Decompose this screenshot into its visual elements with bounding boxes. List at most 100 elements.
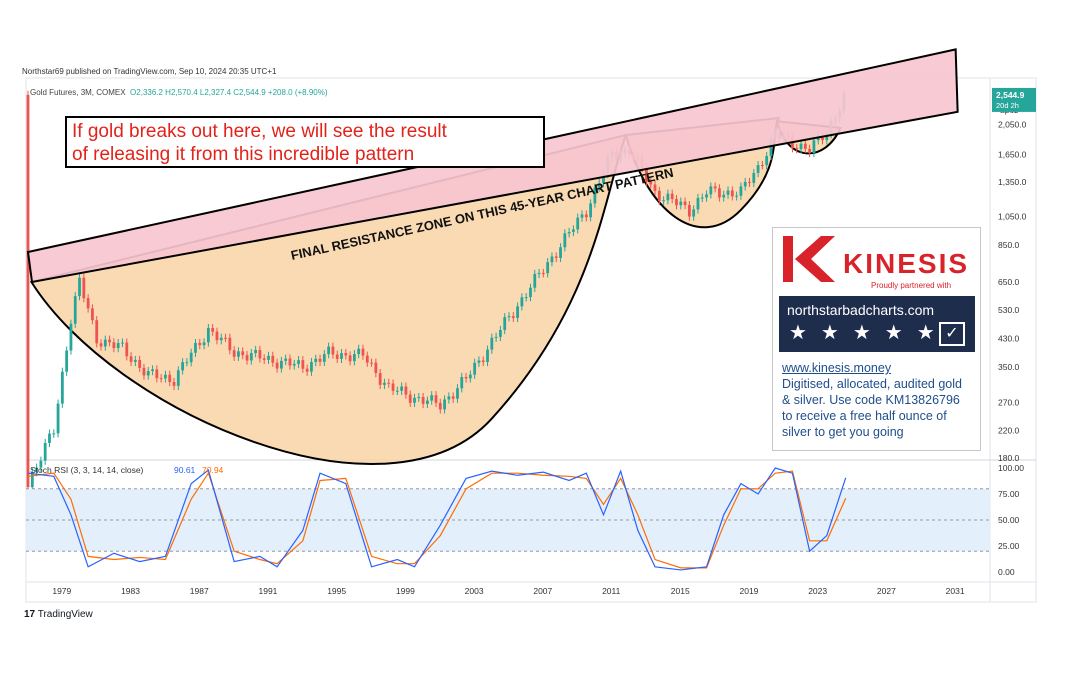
time-tick-label: 2019 [740, 586, 759, 596]
candle-body [262, 358, 266, 360]
candle-body [395, 390, 399, 392]
candle-body [645, 168, 648, 182]
candle-body [718, 188, 721, 198]
candle-body [825, 134, 829, 141]
candle-body [481, 360, 485, 362]
candle-body [155, 369, 159, 379]
candle-body [760, 165, 764, 167]
time-tick-label: 2007 [533, 586, 552, 596]
candle-body [172, 381, 176, 386]
rsi-tick-label: 50.00 [998, 515, 1020, 525]
candle-body [516, 306, 519, 318]
candle-body [331, 346, 335, 355]
callout-line: If gold breaks out here, we will see the… [72, 121, 448, 142]
candle-body [546, 262, 550, 274]
time-tick-label: 2027 [877, 586, 896, 596]
site-badge-name: northstarbadcharts.com [787, 302, 935, 318]
candle-body [348, 355, 352, 362]
candle-body [584, 214, 588, 218]
candle-body [318, 358, 322, 362]
candle-body [237, 351, 240, 357]
candle-body [413, 397, 416, 403]
rsi-tick-label: 100.00 [998, 463, 1024, 473]
rsi-k-line [27, 467, 847, 571]
candle-body [490, 337, 494, 350]
price-tick-label: 430.0 [998, 334, 1020, 344]
price-tick-label: 850.0 [998, 240, 1020, 250]
candle-body [713, 186, 717, 189]
candle-body [241, 351, 245, 356]
symbol-name: Gold Futures, 3M, COMEX [30, 88, 126, 97]
candle-body [803, 143, 807, 149]
candle-body [593, 187, 597, 204]
candle-body [194, 342, 197, 353]
candle-body [271, 355, 275, 363]
candle-body [709, 186, 713, 195]
candle-body [202, 342, 206, 346]
candle-body [327, 346, 331, 355]
candle-body [722, 194, 726, 198]
candle-body [378, 373, 382, 385]
candle-body [726, 190, 730, 195]
candle-body [451, 396, 455, 399]
candle-body [48, 433, 51, 443]
candle-body [456, 388, 459, 399]
candle-body [524, 297, 528, 299]
candle-body [576, 217, 580, 230]
price-tick-label: 530.0 [998, 305, 1020, 315]
candle-body [391, 383, 395, 391]
time-tick-label: 1995 [327, 586, 346, 596]
candle-body [499, 329, 502, 337]
candle-body [494, 336, 498, 338]
candle-body [443, 399, 446, 410]
candle-body [164, 374, 167, 379]
candle-body [245, 355, 249, 361]
tradingview-logo[interactable]: 17 TradingView [24, 609, 93, 620]
sponsor-text: www.kinesis.money Digitised, allocated, … [782, 360, 962, 440]
candle-body [26, 94, 30, 488]
candle-body [43, 442, 47, 461]
candle-body [477, 360, 481, 363]
candle-body [198, 342, 202, 346]
chart-frame [25, 77, 1037, 603]
candle-body [352, 354, 356, 362]
candle-body [116, 343, 120, 349]
candle-body [249, 353, 253, 361]
candle-body [133, 359, 137, 362]
sponsor-line: silver to get you going [782, 425, 904, 439]
candle-body [99, 343, 103, 347]
candle-body [103, 339, 107, 347]
candle-body [228, 337, 232, 351]
price-tick-label: 1,350.0 [998, 177, 1027, 187]
star-rating-icon: ★★★★★ [789, 322, 949, 344]
rsi-d-line [27, 470, 847, 569]
tradingview-icon: 17 [24, 609, 36, 620]
candle-body [559, 247, 562, 258]
candle-body [387, 382, 391, 384]
candle-body [121, 342, 124, 344]
candle-body [511, 316, 515, 318]
candle-body [533, 273, 537, 288]
candle-body [73, 296, 77, 324]
candle-body [56, 403, 60, 434]
rsi-title: Stoch RSI (3, 3, 14, 14, close) [30, 465, 144, 475]
time-tick-label: 1979 [52, 586, 71, 596]
sponsor-url[interactable]: www.kinesis.money [782, 361, 892, 375]
candle-body [572, 229, 575, 232]
candle-body [344, 353, 348, 356]
time-tick-label: 2023 [808, 586, 827, 596]
sponsor-line: to receive a free half ounce of [782, 409, 947, 423]
candle-body [301, 360, 305, 369]
candle-body [52, 433, 56, 435]
candle-body [795, 148, 799, 150]
candle-body [314, 358, 318, 363]
candle-body [86, 298, 90, 309]
price-tick-label: 1,050.0 [998, 211, 1027, 221]
candle-body [374, 362, 378, 374]
candle-body [529, 287, 532, 298]
candle-body [211, 328, 215, 332]
candle-body [434, 395, 438, 403]
callout-box [65, 116, 545, 168]
candle-body [267, 355, 270, 360]
